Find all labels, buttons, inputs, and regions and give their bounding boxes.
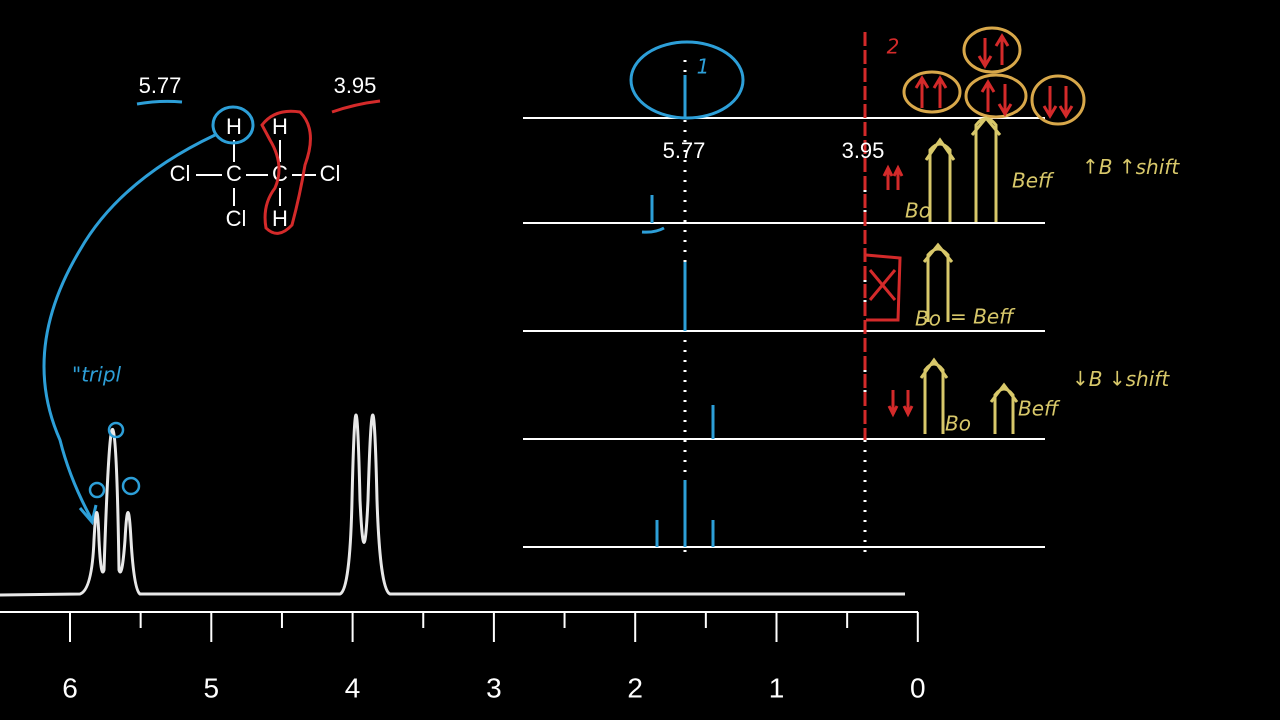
annotation: "tripl bbox=[72, 363, 122, 387]
baselines bbox=[523, 117, 1045, 548]
atom: H bbox=[226, 114, 242, 139]
atom: H bbox=[272, 114, 288, 139]
axis-ticks: 6 5 4 3 2 1 0 bbox=[62, 612, 926, 703]
field-label: B bbox=[1089, 367, 1103, 391]
arrow bbox=[42, 133, 216, 521]
field-label: = Beff bbox=[950, 305, 1016, 329]
axis-label: 0 bbox=[910, 672, 926, 703]
axis-label: 5 bbox=[204, 672, 220, 703]
field-label: Beff bbox=[1012, 169, 1055, 193]
field-label: ↓B ↓shift bbox=[1072, 367, 1170, 391]
field-label: shift bbox=[1136, 155, 1181, 179]
spectrum bbox=[0, 413, 905, 597]
blue-peaks bbox=[629, 40, 745, 547]
axis-label: 6 bbox=[62, 672, 78, 703]
field-label: shift bbox=[1126, 367, 1171, 391]
field-label: Bo bbox=[915, 307, 941, 331]
arrow-head bbox=[78, 504, 98, 526]
axis-label: 1 bbox=[769, 672, 785, 703]
atom: Cl bbox=[226, 206, 247, 231]
field-label: Beff bbox=[1018, 397, 1061, 421]
axis-label: 3 bbox=[486, 672, 502, 703]
field-label: ↑B ↑shift bbox=[1082, 155, 1180, 179]
field-label: Bo bbox=[945, 412, 971, 436]
atom: H bbox=[272, 206, 288, 231]
spin-states bbox=[902, 26, 1086, 126]
field-arrows bbox=[919, 115, 1019, 434]
axis-label: 2 bbox=[627, 672, 643, 703]
peak-label: 3.95 bbox=[842, 138, 885, 163]
atom: C bbox=[226, 161, 242, 186]
count: 2 bbox=[887, 35, 900, 59]
axis-label: 4 bbox=[345, 672, 361, 703]
count: 1 bbox=[697, 55, 710, 79]
atom: Cl bbox=[320, 161, 341, 186]
field-label: B bbox=[1099, 155, 1113, 179]
underline bbox=[136, 99, 183, 106]
shift-label: 3.95 bbox=[334, 73, 377, 98]
molecule: H H Cl C C Cl Cl H bbox=[170, 105, 341, 235]
field-label: Bo bbox=[905, 199, 931, 223]
spin-arrows bbox=[865, 33, 1074, 418]
shift-label: 5.77 bbox=[139, 73, 182, 98]
peak-label: 5.77 bbox=[663, 138, 706, 163]
atom: Cl bbox=[170, 161, 191, 186]
underline bbox=[331, 99, 381, 114]
